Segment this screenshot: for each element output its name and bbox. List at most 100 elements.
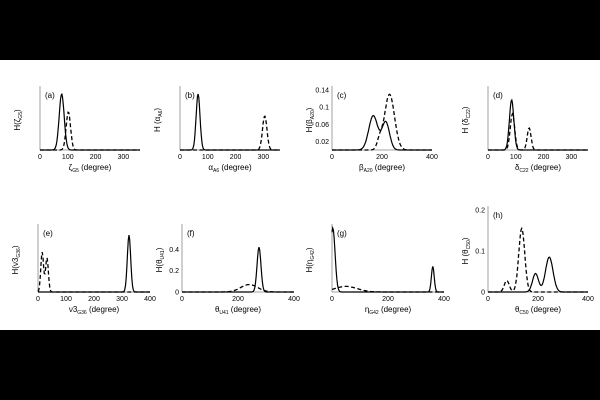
x-axis-label: ζG5 (degree): [69, 163, 112, 174]
y-tick-label: 0: [175, 290, 179, 297]
x-tick-label: 100: [202, 154, 214, 161]
x-axis-label: δC22 (degree): [515, 163, 561, 174]
y-axis-label-symbol: H(ν3: [11, 257, 20, 274]
panel-label: (e): [43, 229, 53, 238]
x-tick-label: 0: [178, 154, 182, 161]
y-axis-label-close: ): [153, 108, 162, 111]
series-line-solid: [488, 256, 588, 293]
x-axis-label-subscript: G5: [72, 168, 79, 174]
x-axis-label-symbol: η: [365, 305, 369, 314]
y-tick-label: 0.14: [315, 88, 329, 95]
panel-label: (a): [45, 91, 55, 100]
x-tick-label: 0: [330, 296, 334, 303]
y-axis-label-close: ): [13, 109, 22, 112]
y-tick-label: 0.06: [315, 122, 329, 129]
series-line-dashed: [180, 115, 280, 151]
x-tick-label: 0: [486, 154, 490, 161]
x-tick-label: 400: [426, 154, 438, 161]
x-axis-label: θU41 (degree): [215, 305, 261, 316]
y-axis-label: H (θC50): [461, 237, 472, 264]
x-tick-label: 200: [232, 296, 244, 303]
panel-d: 0 100 200 300 (d) δC22 (degree) H (δC22): [461, 86, 588, 174]
x-axis-label-symbol: ζ: [69, 163, 73, 172]
x-tick-label: 300: [117, 154, 129, 161]
y-axis-label-symbol: H(η: [305, 260, 314, 273]
x-axis-label-symbol: δ: [515, 163, 520, 172]
y-tick-label: 0.4: [169, 247, 179, 254]
y-axis-label-subscript: C50: [466, 240, 472, 249]
figure: 0 100 200 300 (a) ζG5 (degree) H(ζG5) 0 100 200 30…: [0, 60, 600, 330]
y-axis-label-symbol: H(ζ: [13, 118, 22, 130]
series-line-solid: [180, 93, 280, 151]
series-line-dashed: [332, 93, 432, 151]
chart-grid: 0 100 200 300(a)ζG5 (degree)H(ζG5)0 100 200 30…: [11, 86, 594, 316]
series-line-solid: [488, 98, 588, 151]
y-tick-label: 0: [481, 290, 485, 297]
series-line-dashed: [488, 112, 588, 151]
y-axis-label-subscript: G5: [18, 112, 24, 119]
series-line-dashed: [488, 226, 588, 293]
x-axis-label-subscript: G36: [77, 310, 87, 316]
x-axis-label-unit: (degree): [229, 305, 262, 314]
x-tick-label: 100: [510, 154, 522, 161]
x-axis-label-subscript: C22: [519, 168, 528, 174]
panel-label: (b): [185, 91, 195, 100]
y-axis-label-subscript: G42: [310, 250, 316, 260]
x-axis-label: αA6 (degree): [208, 163, 252, 174]
x-tick-label: 300: [257, 154, 269, 161]
x-tick-label: 200: [88, 296, 100, 303]
panel-label: (g): [337, 229, 347, 238]
y-axis-label-symbol: H(θ: [155, 259, 164, 272]
x-tick-label: 100: [62, 154, 74, 161]
y-axis-label-close: ): [11, 245, 20, 248]
y-axis-label-close: ): [461, 106, 470, 109]
x-axis-label: θC50 (degree): [515, 305, 561, 316]
panel-b: 0 100 200 300 (b) αA6 (degree) H (αA6): [153, 86, 280, 174]
y-axis-label-subscript: A6: [158, 110, 164, 116]
y-axis-label: H (δC22): [461, 106, 472, 133]
x-axis-label-unit: (degree): [79, 163, 112, 172]
x-tick-label: 200: [538, 154, 550, 161]
x-axis-label-subscript: A20: [364, 168, 373, 174]
x-tick-label: 200: [230, 154, 242, 161]
series-line-solid: [182, 247, 294, 293]
x-axis-label: βA20 (degree): [359, 163, 405, 174]
y-axis-label-symbol: H (θ: [461, 249, 470, 265]
x-tick-label: 0: [38, 154, 42, 161]
x-axis-label-symbol: ν3: [69, 305, 78, 314]
y-tick-label: 0.1: [319, 105, 329, 112]
x-tick-label: 200: [90, 154, 102, 161]
y-axis-label-subscript: G36: [16, 248, 22, 258]
y-axis-label: H(βA20): [305, 107, 316, 132]
x-axis-label-subscript: G42: [369, 310, 379, 316]
y-axis-label: H(ν3G36): [11, 245, 22, 274]
y-axis-label: H(ζG5): [13, 109, 24, 131]
x-axis-label-unit: (degree): [379, 305, 412, 314]
x-axis-label-symbol: β: [359, 163, 364, 172]
x-tick-label: 200: [382, 296, 394, 303]
x-axis-label-symbol: θ: [215, 305, 220, 314]
x-tick-label: 0: [180, 296, 184, 303]
panel-g: 0 200 400(g)ηG42 (degree)H(ηG42): [305, 224, 450, 316]
panel-a: 0 100 200 300(a)ζG5 (degree)H(ζG5): [13, 86, 140, 174]
x-tick-label: 400: [288, 296, 300, 303]
x-tick-label: 0: [486, 296, 490, 303]
x-axis-label: ν3G36 (degree): [69, 305, 120, 316]
x-tick-label: 400: [144, 296, 156, 303]
x-tick-label: 400: [582, 296, 594, 303]
x-axis-label-unit: (degree): [373, 163, 406, 172]
y-axis-label-subscript: U41: [160, 250, 166, 259]
x-tick-label: 300: [565, 154, 577, 161]
series-line-dashed: [331, 285, 444, 293]
panel-label: (d): [493, 91, 503, 100]
x-tick-label: 400: [438, 296, 450, 303]
x-axis-label: ηG42 (degree): [365, 305, 412, 316]
series-line-dashed: [40, 111, 140, 151]
y-tick-label: 0.02: [315, 139, 329, 146]
y-axis-label: H (αA6): [153, 108, 164, 132]
y-axis-label-symbol: H(β: [305, 119, 314, 132]
y-axis-label-symbol: H (α: [153, 116, 162, 132]
